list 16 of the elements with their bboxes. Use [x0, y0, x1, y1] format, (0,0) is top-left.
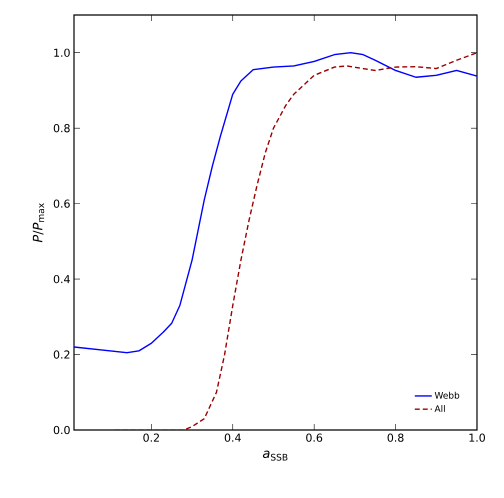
line-series	[74, 52, 477, 354]
y-tick-label: 1.0	[54, 48, 70, 57]
y-tick-label: 0.4	[54, 274, 70, 284]
y-tick-label: 0.2	[54, 350, 70, 359]
y-tick-label: 0.6	[54, 200, 70, 208]
x-tick-label: 0.4	[224, 434, 241, 442]
legend-label: Webb	[434, 392, 460, 399]
x-tick-label: 0.6	[306, 434, 322, 442]
x-tick-label: 0.8	[388, 434, 404, 442]
x-tick-label: 1.0	[469, 434, 485, 442]
y-axis-title: P/P$_{max}$	[32, 203, 44, 242]
y-tick-label: 0.0	[54, 426, 70, 434]
x-axis-title: a$_{SSB}$	[262, 450, 288, 461]
y-tick-label: 0.8	[54, 124, 70, 132]
legend-label: All	[434, 405, 445, 412]
x-tick-label: 0.2	[143, 434, 159, 442]
